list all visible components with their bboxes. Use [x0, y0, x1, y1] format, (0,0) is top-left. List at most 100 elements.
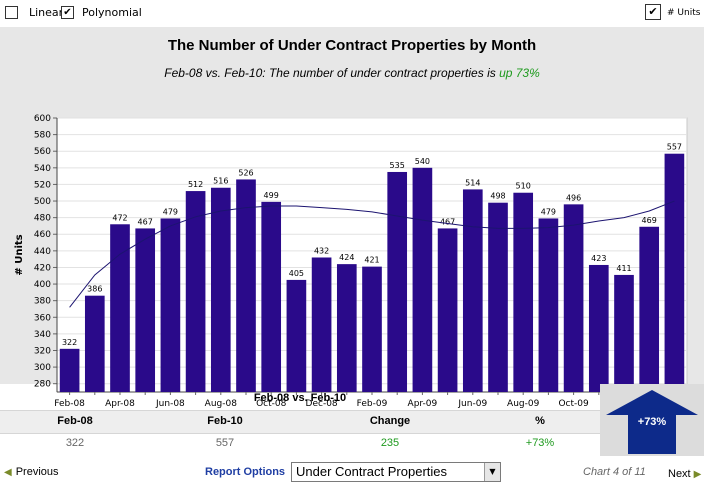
- y-tick-label: 460: [34, 230, 51, 240]
- bar-value-label: 405: [289, 269, 304, 278]
- summary-value-percent: +73%: [525, 437, 555, 449]
- bar: [210, 187, 231, 392]
- y-tick-label: 280: [34, 380, 51, 390]
- bar: [311, 257, 332, 392]
- x-tick-label: Oct-08: [256, 399, 287, 409]
- bar-value-label: 432: [314, 246, 329, 255]
- polynomial-checkbox[interactable]: ✔: [61, 6, 74, 19]
- summary-value-start: 322: [65, 437, 85, 449]
- linear-checkbox[interactable]: [5, 6, 18, 19]
- bar: [286, 279, 307, 392]
- summary-header-row: Feb-08 Feb-10 Change %: [0, 410, 600, 434]
- summary-value-end: 557: [215, 437, 235, 449]
- chart-position: Chart 4 of 11: [583, 466, 646, 478]
- bar-value-label: 535: [390, 161, 405, 170]
- bar: [261, 201, 282, 392]
- y-tick-label: 300: [34, 363, 51, 373]
- y-tick-label: 340: [34, 330, 51, 340]
- bar: [538, 218, 559, 392]
- bar-value-label: 322: [62, 338, 77, 347]
- summary-value-row: 322 557 235 +73%: [0, 433, 600, 455]
- bar: [639, 226, 660, 392]
- next-label: Next: [668, 468, 691, 480]
- bar-value-label: 467: [440, 217, 455, 226]
- bar: [387, 171, 408, 392]
- bar-value-label: 512: [188, 180, 203, 189]
- units-checkbox[interactable]: ✔: [645, 4, 661, 20]
- bar-value-label: 472: [112, 213, 127, 222]
- summary-header-percent: %: [535, 415, 545, 427]
- y-tick-label: 560: [34, 147, 51, 157]
- x-tick-label: Jun-08: [155, 399, 185, 409]
- polynomial-trendline: [69, 200, 675, 308]
- bar: [236, 179, 256, 392]
- bar-value-label: 499: [264, 191, 279, 200]
- bar: [110, 224, 130, 392]
- bar-value-label: 386: [87, 285, 102, 294]
- bar-value-label: 496: [566, 193, 581, 202]
- up-arrow-icon: [606, 390, 698, 454]
- bar-value-label: 540: [415, 157, 430, 166]
- bar: [412, 167, 433, 392]
- bar: [513, 192, 534, 392]
- bar-value-label: 467: [138, 217, 153, 226]
- x-tick-label: Apr-08: [105, 399, 135, 409]
- bar-value-label: 557: [667, 143, 682, 152]
- bar-value-label: 514: [465, 178, 480, 187]
- y-tick-label: 440: [34, 247, 51, 257]
- bar-value-label: 421: [364, 256, 379, 265]
- bar: [563, 204, 584, 392]
- report-select[interactable]: Under Contract Properties ▼: [291, 462, 501, 482]
- bar: [664, 153, 685, 392]
- bar: [185, 191, 206, 392]
- bar-value-label: 424: [339, 253, 354, 262]
- x-tick-label: Oct-09: [558, 399, 589, 409]
- bar-value-label: 510: [516, 182, 531, 191]
- bar: [488, 202, 508, 392]
- bar-value-label: 516: [213, 177, 228, 186]
- y-tick-label: 320: [34, 346, 51, 356]
- bar-value-label: 526: [238, 168, 253, 177]
- y-tick-label: 600: [34, 114, 51, 124]
- chevron-down-icon[interactable]: ▼: [484, 463, 500, 481]
- subtitle-change: up 73%: [499, 66, 540, 80]
- x-tick-label: Aug-08: [205, 399, 238, 409]
- report-select-value: Under Contract Properties: [296, 464, 448, 479]
- summary-table: Feb-08 vs. Feb-10 Feb-08 Feb-10 Change %…: [0, 384, 600, 456]
- change-arrow-label: +73%: [637, 416, 667, 428]
- bar: [336, 264, 357, 392]
- bar: [135, 228, 156, 392]
- x-tick-label: Aug-09: [507, 399, 540, 409]
- y-axis-label: # Units: [14, 234, 25, 275]
- next-link[interactable]: Next ▶: [668, 468, 701, 480]
- chart-panel: The Number of Under Contract Properties …: [0, 27, 704, 409]
- bar: [614, 274, 634, 392]
- y-tick-label: 360: [34, 313, 51, 323]
- bar-value-label: 411: [616, 264, 631, 273]
- polynomial-label: Polynomial: [82, 6, 142, 19]
- previous-link[interactable]: ◀ Previous: [4, 466, 59, 478]
- x-tick-label: Dec-08: [306, 399, 338, 409]
- bar: [437, 228, 458, 392]
- subtitle-text: Feb-08 vs. Feb-10: The number of under c…: [164, 66, 500, 80]
- x-tick-label: Apr-09: [408, 399, 438, 409]
- summary-title: Feb-08 vs. Feb-10: [253, 392, 347, 404]
- chart-subtitle: Feb-08 vs. Feb-10: The number of under c…: [0, 66, 704, 80]
- y-tick-label: 540: [34, 164, 51, 174]
- report-options-label: Report Options: [205, 466, 286, 478]
- bar: [84, 295, 105, 392]
- chart-title: The Number of Under Contract Properties …: [167, 37, 537, 54]
- y-tick-label: 500: [34, 197, 51, 207]
- y-tick-label: 400: [34, 280, 51, 290]
- x-tick-label: Feb-09: [357, 399, 388, 409]
- linear-label: Linear: [29, 6, 64, 19]
- previous-label: Previous: [15, 466, 59, 478]
- y-tick-label: 480: [34, 214, 51, 224]
- previous-arrow-icon: ◀: [4, 467, 12, 478]
- summary-header-change: Change: [369, 415, 411, 427]
- y-tick-label: 380: [34, 297, 51, 307]
- bottom-navigation: ◀ Previous Report Options Under Contract …: [0, 456, 704, 493]
- summary-header-end: Feb-10: [207, 415, 243, 427]
- bar: [462, 189, 483, 392]
- y-tick-label: 520: [34, 180, 51, 190]
